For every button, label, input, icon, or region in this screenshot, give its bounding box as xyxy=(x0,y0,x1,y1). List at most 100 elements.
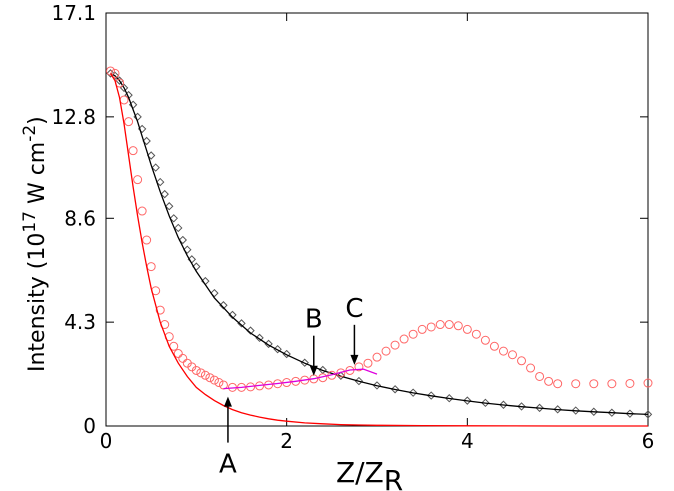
x-tick-label: 2 xyxy=(280,429,293,453)
y-axis-label-sup2: -2 xyxy=(20,125,40,142)
data-point xyxy=(607,408,617,417)
data-point xyxy=(453,321,463,331)
y-tick-label: 17.1 xyxy=(51,1,96,25)
data-point xyxy=(119,95,129,105)
data-point xyxy=(489,341,499,351)
data-point xyxy=(390,385,400,394)
data-point xyxy=(426,391,436,400)
series-2 xyxy=(106,66,653,392)
data-point xyxy=(408,388,418,397)
data-point xyxy=(480,335,490,345)
data-point xyxy=(219,301,228,310)
data-point xyxy=(445,394,454,403)
data-point xyxy=(246,326,255,335)
data-point xyxy=(381,346,391,356)
data-point xyxy=(508,350,517,360)
data-point xyxy=(463,396,472,405)
data-point xyxy=(363,358,373,368)
data-point xyxy=(544,376,554,386)
y-axis-label: Intensity (1017 W cm-2) xyxy=(20,116,50,372)
data-point xyxy=(589,379,599,389)
data-point xyxy=(178,353,188,363)
data-point xyxy=(399,334,409,344)
data-point xyxy=(390,340,400,350)
data-point xyxy=(336,371,346,380)
data-point xyxy=(264,339,273,349)
tick-marks xyxy=(105,12,649,427)
y-tick-label: 0 xyxy=(83,414,96,438)
series-0 xyxy=(106,69,653,419)
y-axis-label-end: ) xyxy=(25,116,50,125)
data-point xyxy=(535,403,544,413)
data-point xyxy=(408,329,418,339)
data-point xyxy=(589,407,599,416)
annotation-b: B xyxy=(305,305,323,376)
data-point xyxy=(553,379,563,389)
data-point xyxy=(155,305,165,315)
data-point xyxy=(354,362,364,372)
annotation-label: B xyxy=(305,305,323,335)
data-point xyxy=(625,378,635,388)
x-tick-label: 0 xyxy=(100,429,113,453)
y-axis-label-main: Intensity (10 xyxy=(25,233,50,372)
data-point xyxy=(535,371,545,381)
data-point xyxy=(106,66,116,76)
data-point xyxy=(142,136,151,146)
plot-frame xyxy=(105,12,649,427)
data-point xyxy=(571,379,581,389)
data-point xyxy=(471,329,481,339)
data-point xyxy=(106,69,115,78)
data-point xyxy=(607,379,617,389)
data-point xyxy=(178,235,187,245)
data-point xyxy=(160,189,169,199)
data-point xyxy=(169,214,178,223)
data-point xyxy=(142,235,152,245)
data-point xyxy=(553,405,562,414)
y-tick-label: 4.3 xyxy=(64,310,96,334)
data-point xyxy=(354,376,364,386)
x-tick-label: 6 xyxy=(642,429,655,453)
data-point xyxy=(372,352,382,362)
data-point xyxy=(196,368,206,378)
data-point xyxy=(526,363,536,373)
y-axis-label-mid: W cm xyxy=(25,142,50,211)
data-point xyxy=(517,402,526,411)
data-point xyxy=(173,349,183,359)
data-point xyxy=(426,322,436,332)
data-point xyxy=(218,380,228,390)
x-axis-label: Z/ZR xyxy=(336,456,403,491)
data-point xyxy=(146,151,156,160)
data-point xyxy=(191,365,201,375)
series-1 xyxy=(110,72,649,416)
data-point xyxy=(146,262,156,272)
tick-labels: 0 2 4 6 0 4.3 8.6 12.8 17.1 xyxy=(51,1,654,453)
data-point xyxy=(228,310,237,320)
y-tick-label: 8.6 xyxy=(64,206,96,230)
data-point xyxy=(209,375,219,385)
annotation-a: A xyxy=(219,396,237,480)
x-tick-label: 4 xyxy=(461,429,474,453)
data-point xyxy=(417,324,427,334)
data-point xyxy=(124,117,134,127)
data-point xyxy=(137,206,147,216)
annotation-arrowhead xyxy=(350,354,359,365)
data-point xyxy=(155,177,165,187)
data-point xyxy=(255,333,264,343)
series-line xyxy=(110,72,649,416)
data-point xyxy=(214,378,224,388)
data-point xyxy=(174,223,183,233)
x-axis-label-subscript: R xyxy=(384,464,403,491)
data-point xyxy=(643,378,653,388)
data-point xyxy=(133,175,143,185)
data-point xyxy=(435,320,445,330)
series-layer xyxy=(106,66,653,427)
data-point xyxy=(498,346,508,356)
data-point xyxy=(462,324,472,334)
data-point xyxy=(499,400,508,409)
annotation-label: C xyxy=(345,294,363,324)
data-point xyxy=(643,410,653,419)
data-point xyxy=(372,381,382,390)
data-point xyxy=(625,409,635,418)
data-point xyxy=(128,146,138,156)
